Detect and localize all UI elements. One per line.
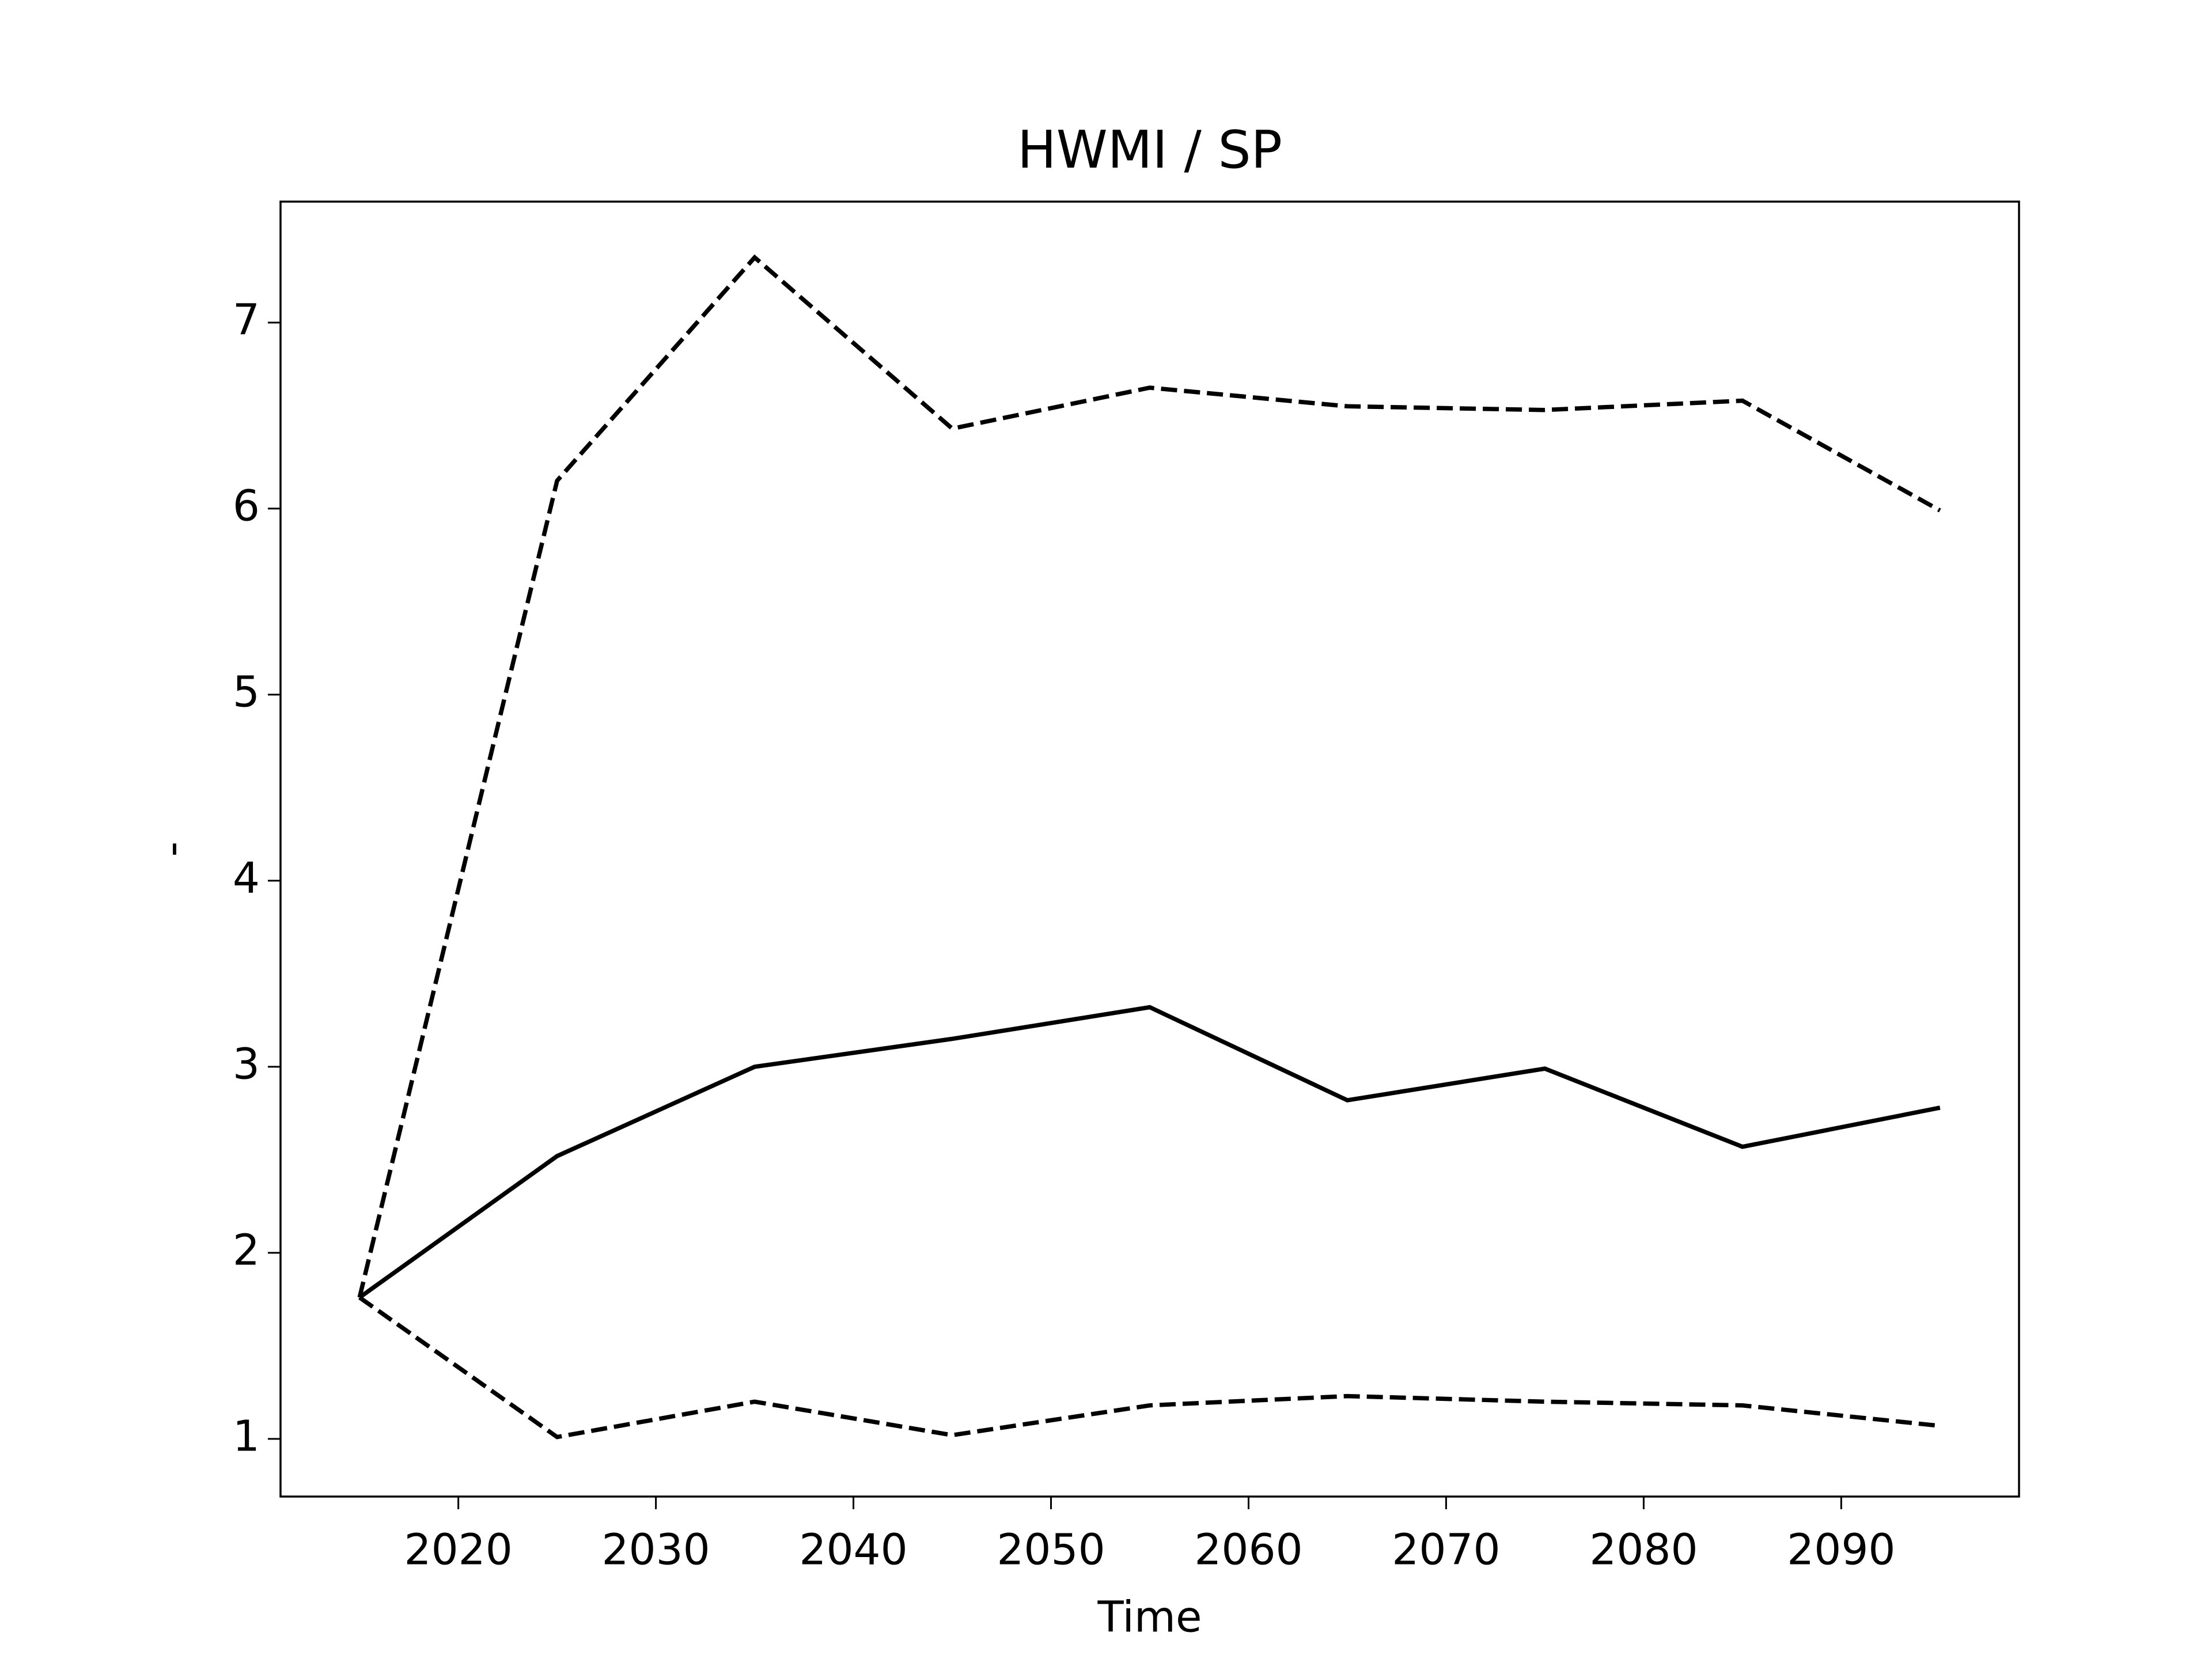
plot-frame (279, 200, 2020, 1498)
x-axis-label: Time (1097, 1593, 1202, 1642)
y-axis-label: - (147, 842, 197, 857)
x-tick-label: 2080 (1589, 1525, 1698, 1575)
y-tick-label: 6 (233, 481, 260, 531)
data-line (358, 1296, 1941, 1440)
x-tick-label: 2060 (1194, 1525, 1302, 1575)
x-tick-label: 2070 (1392, 1525, 1500, 1575)
x-tick-label: 2020 (404, 1525, 512, 1575)
data-line (357, 254, 1941, 1298)
chart-title: HWMI / SP (1017, 120, 1282, 180)
data-line (358, 1005, 1941, 1300)
y-tick-label: 5 (233, 667, 260, 717)
y-tick-label: 7 (233, 295, 260, 344)
y-tick-label: 3 (233, 1039, 260, 1089)
x-tick-label: 2040 (799, 1525, 907, 1575)
x-tick-label: 2050 (997, 1525, 1105, 1575)
x-tick-label: 2090 (1787, 1525, 1895, 1575)
y-tick-label: 1 (233, 1411, 260, 1461)
y-tick-label: 4 (233, 853, 260, 903)
x-tick-label: 2030 (601, 1525, 710, 1575)
y-tick-label: 2 (233, 1225, 260, 1275)
